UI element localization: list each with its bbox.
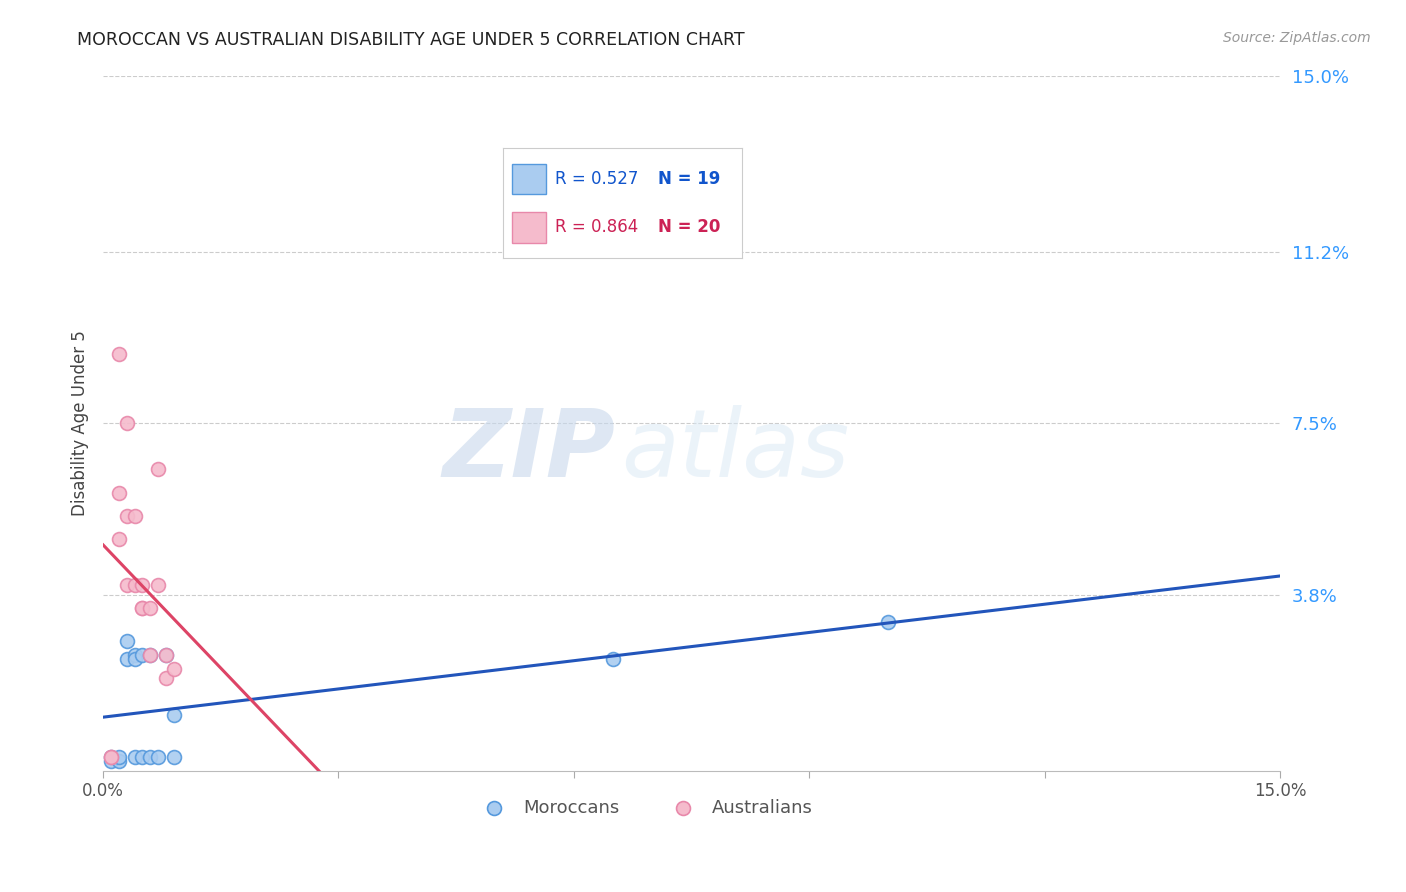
Text: MOROCCAN VS AUSTRALIAN DISABILITY AGE UNDER 5 CORRELATION CHART: MOROCCAN VS AUSTRALIAN DISABILITY AGE UN…: [77, 31, 745, 49]
Point: [108, 485, 131, 500]
Point: [131, 749, 153, 764]
FancyBboxPatch shape: [512, 212, 546, 243]
Point: [876, 615, 898, 630]
Point: [100, 749, 122, 764]
Point: [155, 648, 177, 662]
Point: [602, 652, 624, 666]
Point: [115, 634, 138, 648]
Point: [115, 578, 138, 592]
Text: N = 20: N = 20: [658, 219, 721, 236]
Y-axis label: Disability Age Under 5: Disability Age Under 5: [72, 330, 89, 516]
Point: [100, 749, 122, 764]
Point: [163, 708, 186, 723]
Legend: Moroccans, Australians: Moroccans, Australians: [470, 792, 820, 824]
Text: ZIP: ZIP: [441, 405, 614, 497]
Point: [100, 749, 122, 764]
FancyBboxPatch shape: [512, 163, 546, 194]
Point: [108, 346, 131, 360]
Point: [139, 601, 162, 615]
Text: R = 0.527: R = 0.527: [555, 170, 638, 188]
Point: [131, 601, 153, 615]
Point: [131, 601, 153, 615]
Point: [146, 462, 169, 476]
Point: [124, 749, 146, 764]
Point: [124, 652, 146, 666]
Point: [155, 648, 177, 662]
Point: [108, 749, 131, 764]
Point: [115, 652, 138, 666]
Point: [139, 648, 162, 662]
Point: [139, 749, 162, 764]
Point: [108, 755, 131, 769]
Point: [124, 648, 146, 662]
Point: [108, 532, 131, 546]
Point: [131, 578, 153, 592]
Text: R = 0.864: R = 0.864: [555, 219, 638, 236]
Point: [163, 749, 186, 764]
Point: [146, 578, 169, 592]
Point: [115, 416, 138, 430]
Point: [124, 578, 146, 592]
Point: [115, 508, 138, 523]
Point: [124, 508, 146, 523]
Point: [155, 671, 177, 685]
Text: atlas: atlas: [621, 405, 849, 497]
Point: [100, 755, 122, 769]
Text: Source: ZipAtlas.com: Source: ZipAtlas.com: [1223, 31, 1371, 45]
Point: [131, 648, 153, 662]
Point: [146, 749, 169, 764]
Point: [163, 662, 186, 676]
Text: N = 19: N = 19: [658, 170, 721, 188]
Point: [139, 648, 162, 662]
